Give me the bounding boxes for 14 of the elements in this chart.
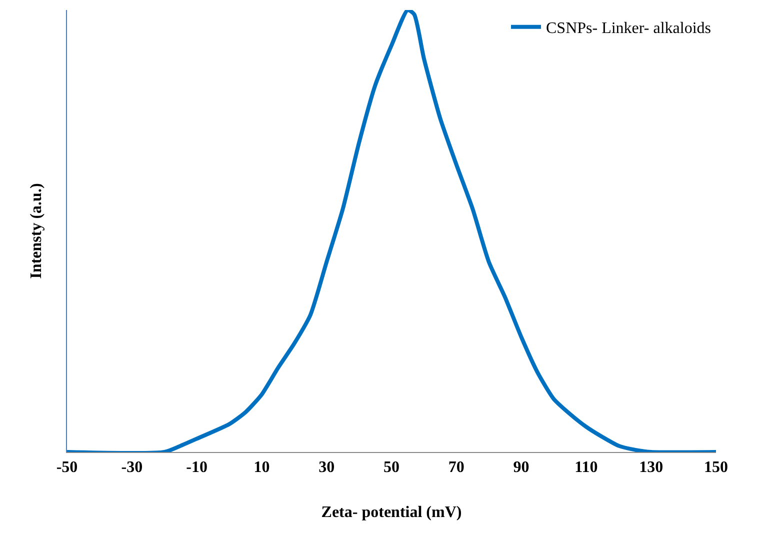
- y-axis-title: Intensty (a.u.): [28, 183, 45, 279]
- legend-label: CSNPs- Linker- alkaloids: [546, 20, 711, 38]
- x-tick-label: 130: [639, 459, 664, 476]
- x-axis-title: Zeta- potential (mV): [321, 504, 462, 521]
- x-tick-label: -30: [121, 459, 143, 476]
- x-tick-label: -50: [56, 459, 78, 476]
- x-tick-label: 110: [574, 459, 598, 476]
- x-tick-label: 150: [704, 459, 728, 476]
- x-tick-label: -10: [186, 459, 208, 476]
- x-tick-label: 30: [318, 459, 335, 476]
- x-tick-label: 50: [384, 459, 400, 476]
- x-tick-label: 90: [513, 459, 530, 476]
- x-tick-label: 10: [254, 459, 270, 476]
- x-tick-label: 70: [448, 459, 464, 476]
